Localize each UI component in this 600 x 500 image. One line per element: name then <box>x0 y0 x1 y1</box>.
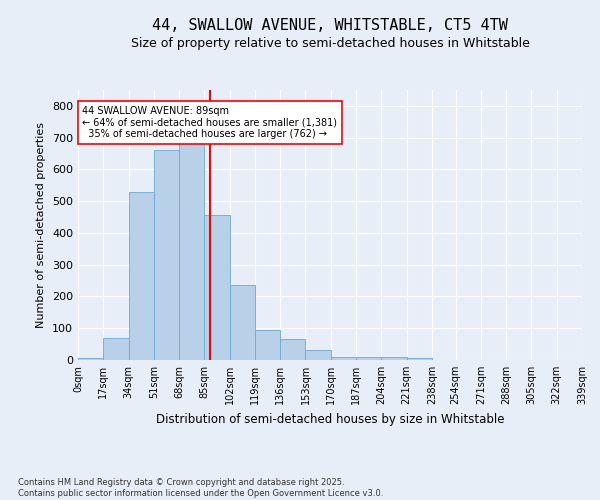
Text: 44 SWALLOW AVENUE: 89sqm
← 64% of semi-detached houses are smaller (1,381)
  35%: 44 SWALLOW AVENUE: 89sqm ← 64% of semi-d… <box>82 106 337 139</box>
Text: Size of property relative to semi-detached houses in Whitstable: Size of property relative to semi-detach… <box>131 38 529 51</box>
Y-axis label: Number of semi-detached properties: Number of semi-detached properties <box>37 122 46 328</box>
Bar <box>331 357 356 360</box>
Text: 44, SWALLOW AVENUE, WHITSTABLE, CT5 4TW: 44, SWALLOW AVENUE, WHITSTABLE, CT5 4TW <box>152 18 508 32</box>
Bar <box>128 192 154 360</box>
Text: Contains HM Land Registry data © Crown copyright and database right 2025.
Contai: Contains HM Land Registry data © Crown c… <box>18 478 383 498</box>
Bar <box>154 150 179 360</box>
Bar <box>205 216 230 360</box>
Bar <box>103 338 128 360</box>
Bar <box>356 357 381 360</box>
Bar <box>280 340 305 360</box>
Bar <box>78 358 103 360</box>
Bar <box>255 330 280 360</box>
Bar <box>230 286 255 360</box>
Bar <box>179 118 205 360</box>
Bar <box>305 350 331 360</box>
X-axis label: Distribution of semi-detached houses by size in Whitstable: Distribution of semi-detached houses by … <box>156 412 504 426</box>
Bar <box>381 358 407 360</box>
Bar <box>407 358 432 360</box>
